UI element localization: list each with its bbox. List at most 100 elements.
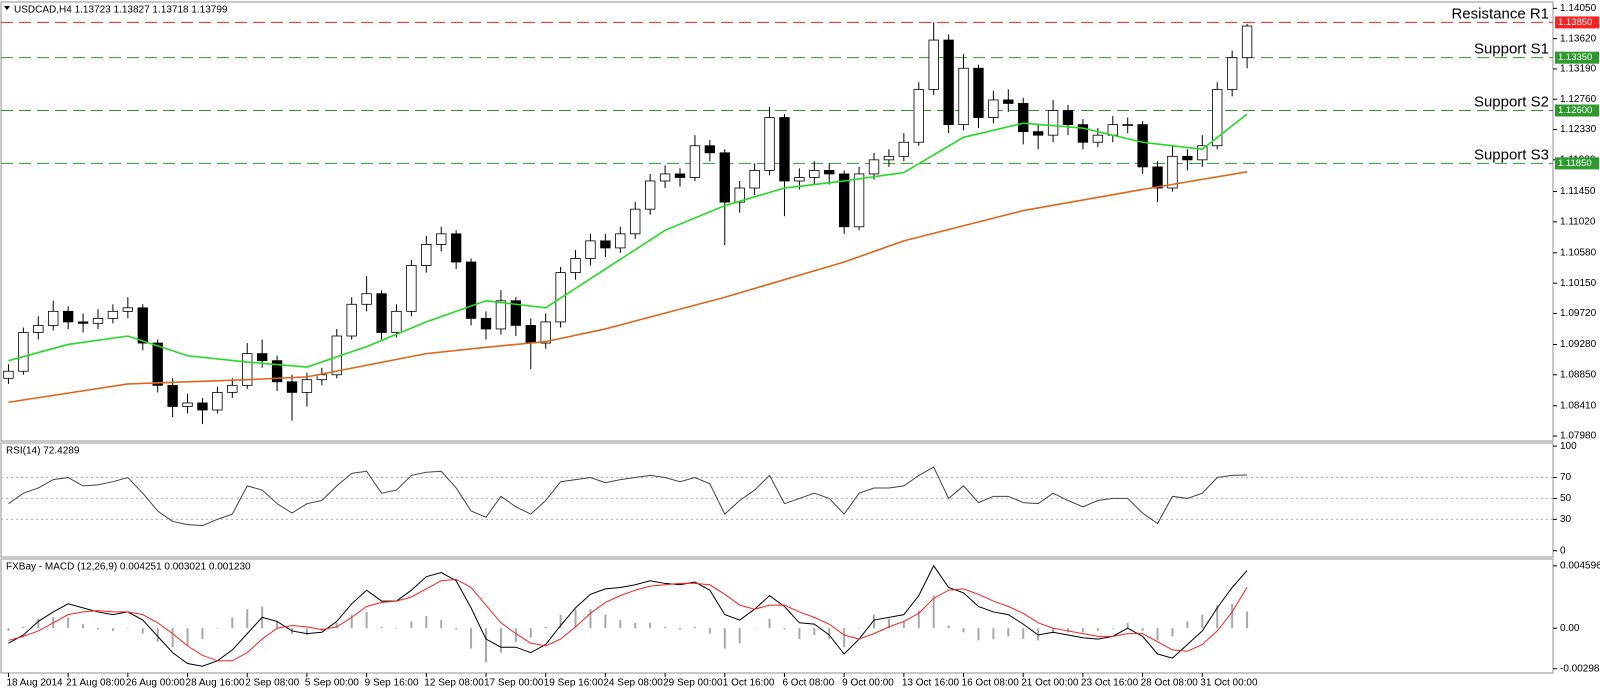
histogram-bar bbox=[873, 614, 875, 629]
candle-body bbox=[1167, 155, 1178, 189]
x-tick-label: 23 Oct 16:00 bbox=[1081, 678, 1139, 689]
histogram-bar bbox=[1037, 628, 1040, 641]
histogram-bar bbox=[1186, 621, 1189, 629]
histogram-bar bbox=[917, 610, 920, 629]
histogram-bar bbox=[798, 628, 801, 640]
candle-body bbox=[33, 325, 44, 333]
histogram-bar bbox=[589, 609, 592, 629]
histogram-bar bbox=[485, 628, 487, 663]
level-price-label: 1.12600 bbox=[1558, 105, 1592, 116]
histogram-bar bbox=[902, 621, 905, 629]
candle-body bbox=[48, 310, 59, 326]
candle-body bbox=[316, 374, 328, 381]
candle-body bbox=[1077, 124, 1089, 143]
x-tick-label: 5 Sep 00:00 bbox=[305, 678, 359, 689]
level-price-box bbox=[1555, 51, 1599, 64]
y-tick-label: 1.12330 bbox=[1560, 124, 1597, 135]
histogram-bar bbox=[693, 626, 696, 629]
y-tick-label: 1.11450 bbox=[1560, 186, 1596, 197]
histogram-bar bbox=[82, 624, 85, 629]
histogram-bar bbox=[156, 628, 159, 642]
histogram-bar bbox=[22, 626, 25, 629]
candle-body bbox=[421, 244, 432, 266]
histogram-bar bbox=[544, 626, 547, 629]
candle-body bbox=[868, 159, 880, 175]
candle-body bbox=[77, 321, 89, 324]
candle-body bbox=[1212, 88, 1223, 147]
y-tick-label: 30 bbox=[1560, 514, 1572, 525]
x-tick-label: 12 Sep 08:00 bbox=[424, 678, 484, 689]
candle-body bbox=[943, 39, 954, 126]
candle-body bbox=[719, 152, 730, 203]
candle-body bbox=[600, 240, 611, 249]
x-tick-label: 29 Sep 00:00 bbox=[663, 678, 723, 689]
level-price-box bbox=[1555, 157, 1599, 170]
candle-body bbox=[540, 321, 551, 344]
candle-body bbox=[644, 180, 656, 210]
candle-body bbox=[779, 117, 790, 182]
histogram-bar bbox=[37, 618, 40, 629]
histogram-bar bbox=[649, 622, 652, 629]
candle-body bbox=[570, 258, 581, 273]
x-tick-label: 21 Oct 00:00 bbox=[1021, 678, 1079, 689]
candle-body bbox=[122, 307, 134, 312]
histogram-bar bbox=[380, 626, 383, 629]
y-tick-label: 0.004596 bbox=[1560, 560, 1600, 571]
histogram-bar bbox=[276, 621, 279, 629]
y-tick-label: 1.12760 bbox=[1560, 94, 1597, 105]
histogram-bar bbox=[962, 628, 965, 633]
x-tick-label: 28 Oct 08:00 bbox=[1141, 678, 1199, 689]
x-tick-label: 17 Sep 00:00 bbox=[484, 678, 544, 689]
level-name: Support S1 bbox=[1474, 41, 1549, 58]
x-tick-label: 19 Sep 16:00 bbox=[544, 678, 604, 689]
histogram-bar bbox=[216, 628, 219, 629]
x-tick-label: 31 Oct 00:00 bbox=[1200, 678, 1258, 689]
x-tick-label: 28 Aug 16:00 bbox=[186, 678, 245, 689]
panel-frame bbox=[0, 558, 1554, 674]
x-tick-label: 18 Aug 2014 bbox=[6, 678, 63, 689]
histogram-bar bbox=[1022, 628, 1025, 640]
histogram-bar bbox=[619, 620, 622, 629]
panel-title: RSI(14) 72.4289 bbox=[6, 446, 80, 457]
histogram-bar bbox=[67, 617, 70, 629]
histogram-bar bbox=[1141, 628, 1144, 631]
candle-body bbox=[182, 402, 193, 407]
histogram-bar bbox=[843, 628, 846, 648]
candle-body bbox=[92, 317, 104, 324]
candle-body bbox=[1092, 134, 1104, 143]
x-tick-label: 21 Aug 08:00 bbox=[66, 678, 125, 689]
candle-body bbox=[973, 67, 984, 118]
histogram-bar bbox=[574, 609, 577, 629]
level-name: Support S3 bbox=[1474, 146, 1549, 163]
candle-body bbox=[361, 293, 372, 305]
panel-frame bbox=[0, 442, 1554, 558]
histogram-bar bbox=[1201, 614, 1204, 629]
histogram-bar bbox=[1052, 628, 1055, 633]
y-tick-label: 1.10580 bbox=[1560, 247, 1597, 258]
histogram-bar bbox=[738, 628, 741, 644]
histogram-bar bbox=[305, 628, 308, 635]
candle-body bbox=[749, 170, 760, 189]
histogram-bar bbox=[7, 628, 10, 631]
histogram-bar bbox=[1216, 605, 1219, 629]
histogram-bar bbox=[246, 609, 249, 629]
candle-body bbox=[301, 379, 313, 393]
candle-body bbox=[212, 391, 223, 411]
histogram-bar bbox=[365, 611, 368, 629]
histogram-bar bbox=[514, 628, 517, 642]
level-price-label: 1.13350 bbox=[1558, 52, 1592, 63]
candle-body bbox=[1062, 110, 1074, 126]
y-tick-label: 0.00 bbox=[1560, 623, 1580, 634]
candle-body bbox=[913, 88, 924, 143]
candle-body bbox=[1137, 124, 1148, 168]
series-line bbox=[8, 578, 1248, 662]
histogram-bar bbox=[440, 620, 443, 629]
candle-body bbox=[242, 353, 253, 386]
y-tick-label: 1.10150 bbox=[1560, 278, 1597, 289]
histogram-bar bbox=[1231, 603, 1234, 629]
candle-body bbox=[510, 300, 522, 326]
candle-body bbox=[809, 170, 820, 178]
candle-body bbox=[495, 300, 507, 330]
